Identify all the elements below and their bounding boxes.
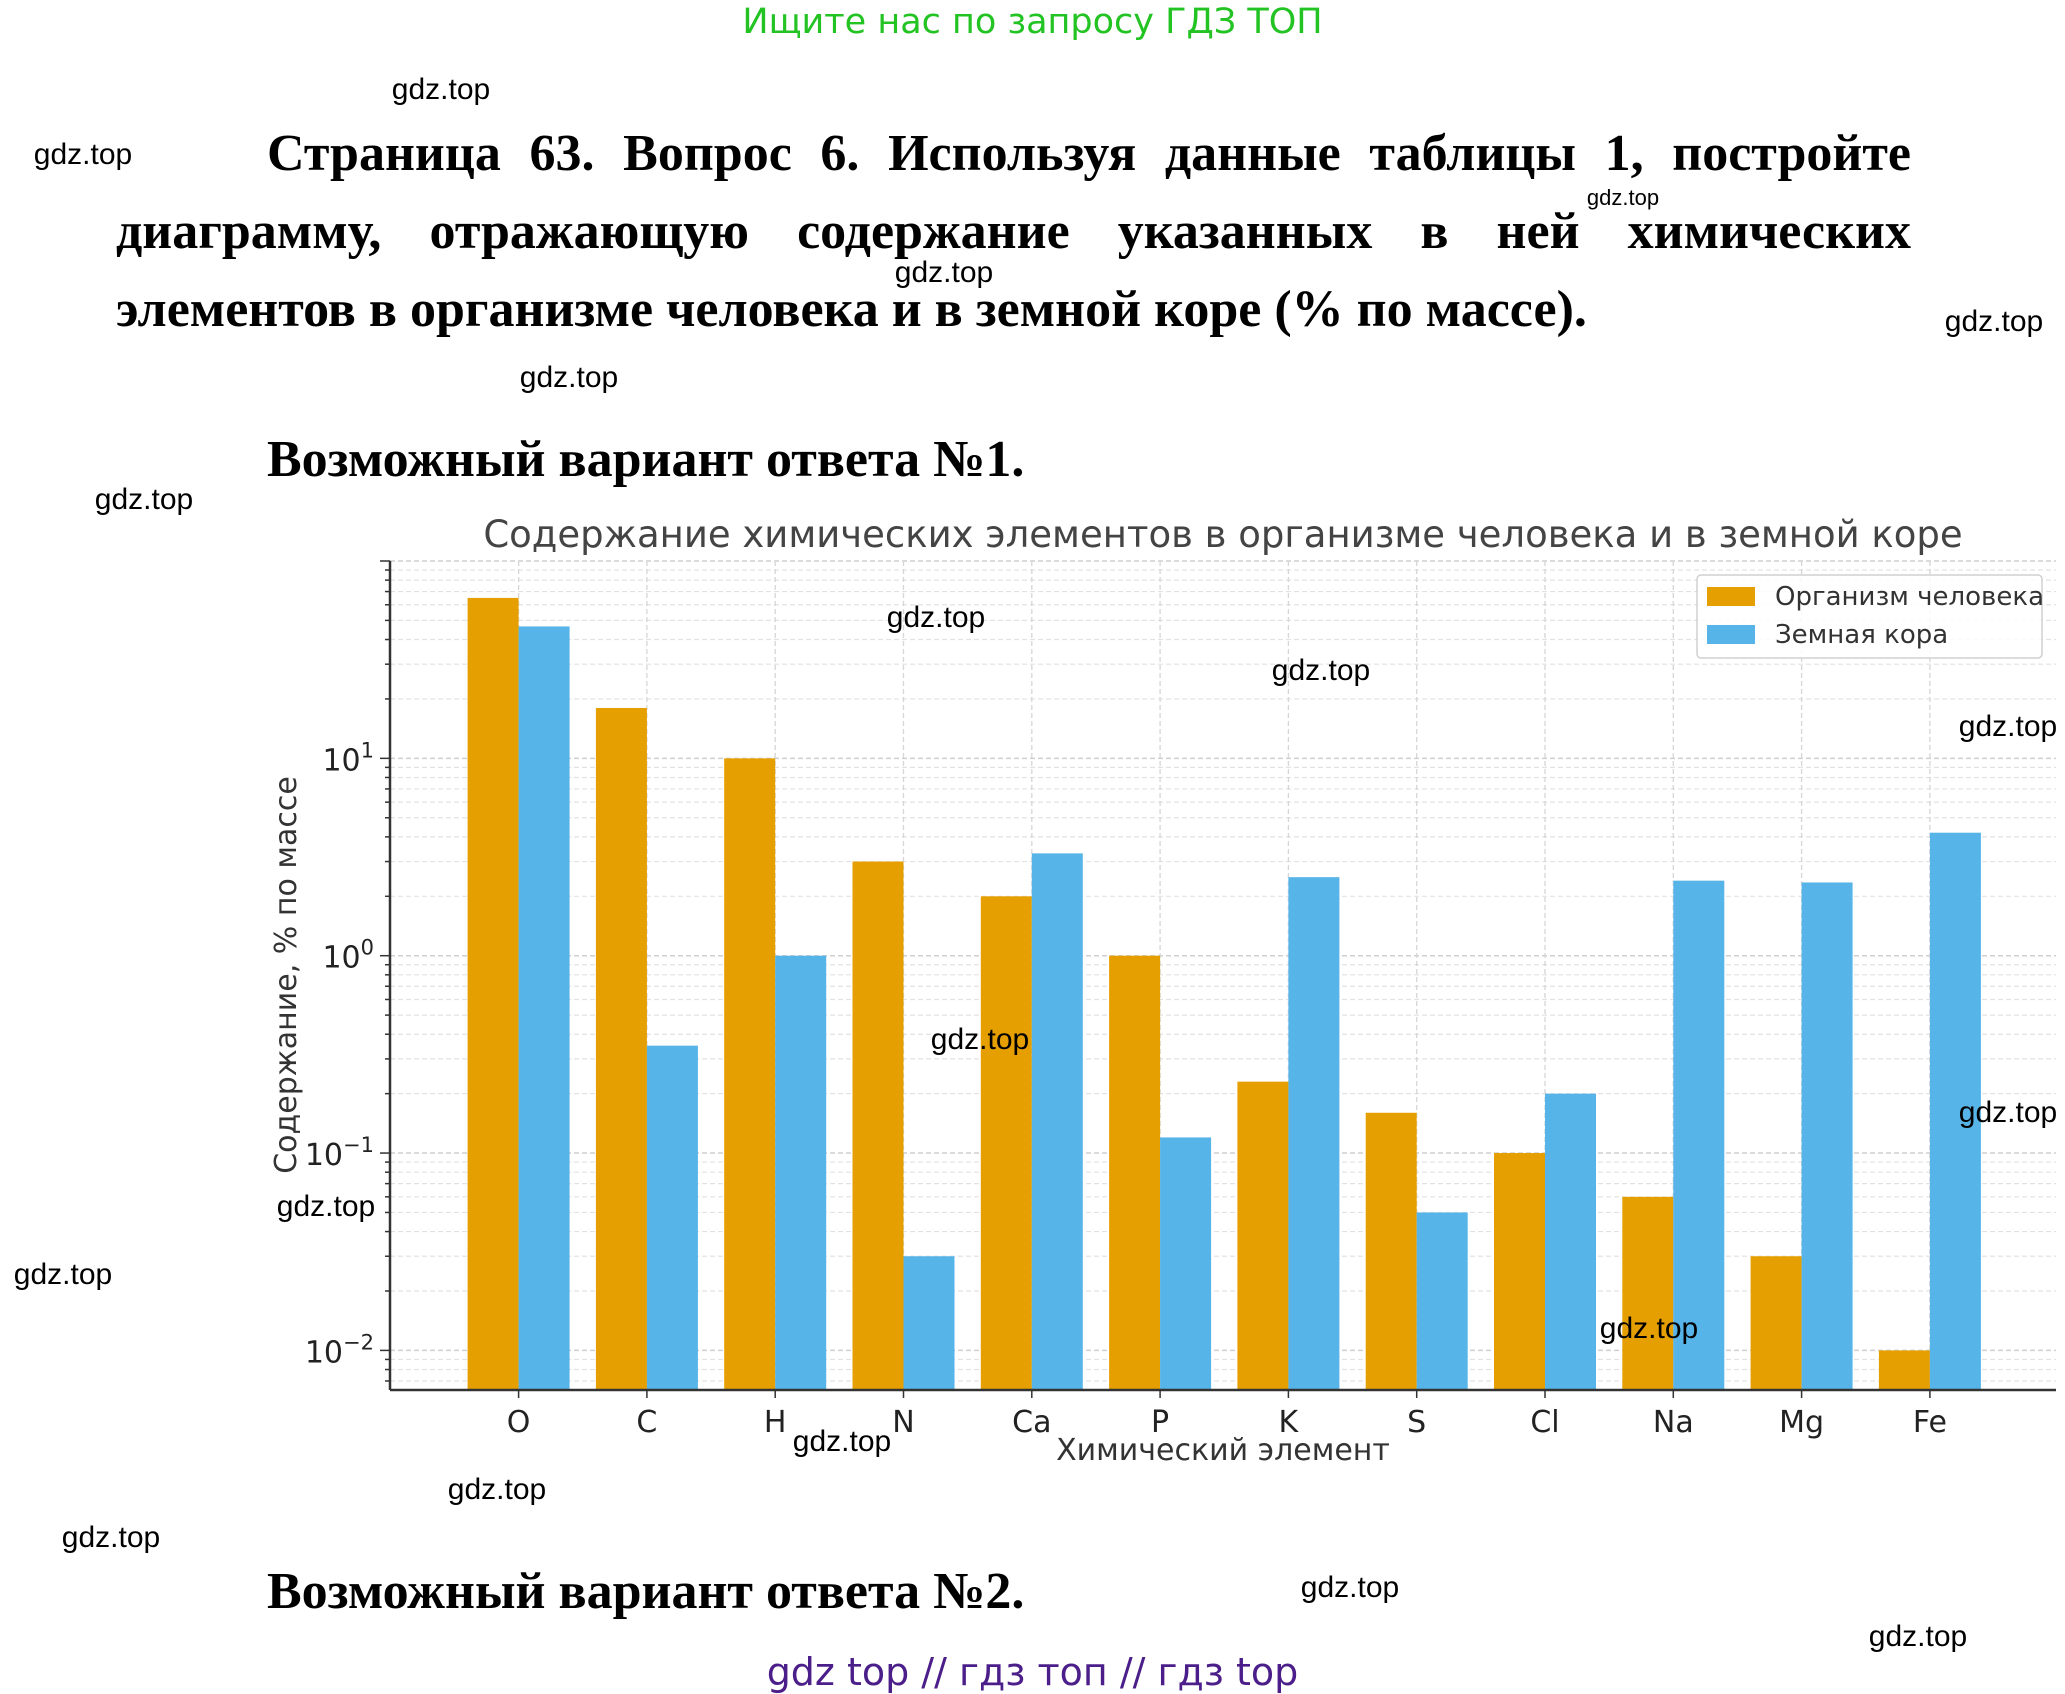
x-tick-label: Mg — [1779, 1405, 1824, 1440]
x-tick-label: Ca — [1012, 1405, 1051, 1440]
bar-crust-Cl — [1545, 1093, 1596, 1390]
bar-crust-H — [775, 955, 827, 1390]
watermark: gdz.top — [1944, 305, 2044, 338]
watermark: gdz.top — [13, 1258, 113, 1291]
x-tick-label: Cl — [1530, 1405, 1559, 1440]
watermark: gdz.top — [1958, 1096, 2058, 1129]
bar-human-Ca — [980, 896, 1032, 1390]
bar-human-Na — [1622, 1196, 1674, 1390]
watermark: gdz.top — [886, 601, 986, 634]
bottom-links[interactable]: gdz top // гдз топ // гдз top — [766, 1650, 1299, 1694]
x-tick-label: Na — [1653, 1405, 1694, 1440]
bar-crust-Ca — [1031, 853, 1083, 1390]
bar-human-C — [595, 707, 647, 1390]
watermark: gdz.top — [61, 1521, 161, 1554]
x-tick-label: S — [1407, 1405, 1426, 1440]
bar-human-O — [467, 597, 519, 1390]
bar-human-K — [1237, 1081, 1289, 1390]
bar-crust-O — [518, 626, 570, 1390]
watermark: gdz.top — [447, 1473, 547, 1506]
bar-human-Mg — [1750, 1256, 1802, 1390]
watermark: gdz.top — [1868, 1620, 1968, 1653]
chart-title: Содержание химических элементов в органи… — [483, 513, 1962, 556]
bar-crust-C — [646, 1045, 698, 1390]
bar-crust-S — [1416, 1212, 1468, 1390]
y-tick-label: 100 — [322, 936, 374, 976]
bar-crust-K — [1288, 877, 1340, 1390]
watermark: gdz.top — [1300, 1571, 1400, 1604]
y-tick-label: 101 — [322, 738, 374, 778]
legend-swatch-1 — [1707, 625, 1755, 644]
watermark: gdz.top — [94, 483, 194, 516]
watermark: gdz.top — [276, 1190, 376, 1223]
watermark: gdz.top — [391, 73, 491, 106]
watermark: gdz.top — [519, 361, 619, 394]
bar-crust-P — [1160, 1137, 1212, 1390]
x-tick-label: P — [1151, 1405, 1169, 1440]
x-tick-label: C — [636, 1405, 657, 1440]
legend-label: Организм человека — [1775, 582, 2044, 612]
y-axis-label: Содержание, % по массе — [269, 776, 304, 1174]
y-tick-label: 10−1 — [305, 1133, 374, 1173]
watermark: gdz.top — [1958, 710, 2058, 743]
bar-crust-N — [903, 1256, 955, 1390]
x-tick-label: O — [507, 1405, 531, 1440]
x-tick-label: K — [1279, 1405, 1300, 1440]
x-axis-label: Химический элемент — [1056, 1433, 1390, 1468]
question-text: Страница 63. Вопрос 6. Используя данные … — [116, 125, 1911, 338]
legend-swatch-0 — [1707, 587, 1755, 606]
bar-crust-Na — [1673, 880, 1725, 1390]
bar-human-S — [1365, 1112, 1417, 1390]
bar-human-P — [1109, 955, 1161, 1390]
watermark: gdz.top — [1599, 1312, 1699, 1345]
bar-crust-Mg — [1801, 882, 1853, 1390]
answer-variant-2-heading: Возможный вариант ответа №2. — [267, 1563, 1025, 1620]
bar-crust-Fe — [1929, 832, 1981, 1390]
search-banner: Ищите нас по запросу ГДЗ ТОП — [742, 2, 1323, 42]
watermark: gdz.top — [930, 1023, 1030, 1056]
bar-human-N — [852, 861, 904, 1390]
watermark: gdz.top — [33, 138, 133, 171]
bar-human-Cl — [1494, 1153, 1545, 1390]
bar-human-Fe — [1878, 1350, 1930, 1390]
legend — [1696, 574, 2043, 659]
watermark: gdz.top — [1586, 185, 1660, 210]
x-tick-label: Fe — [1913, 1405, 1947, 1440]
watermark: gdz.top — [792, 1425, 892, 1458]
y-tick-label: 10−2 — [305, 1330, 374, 1370]
legend-label: Земная кора — [1775, 620, 1948, 650]
x-tick-label: N — [892, 1405, 914, 1440]
bar-human-H — [724, 758, 776, 1390]
watermark: gdz.top — [1271, 654, 1371, 687]
x-tick-label: H — [764, 1405, 787, 1440]
watermark: gdz.top — [894, 256, 994, 289]
answer-variant-1-heading: Возможный вариант ответа №1. — [267, 431, 1025, 488]
